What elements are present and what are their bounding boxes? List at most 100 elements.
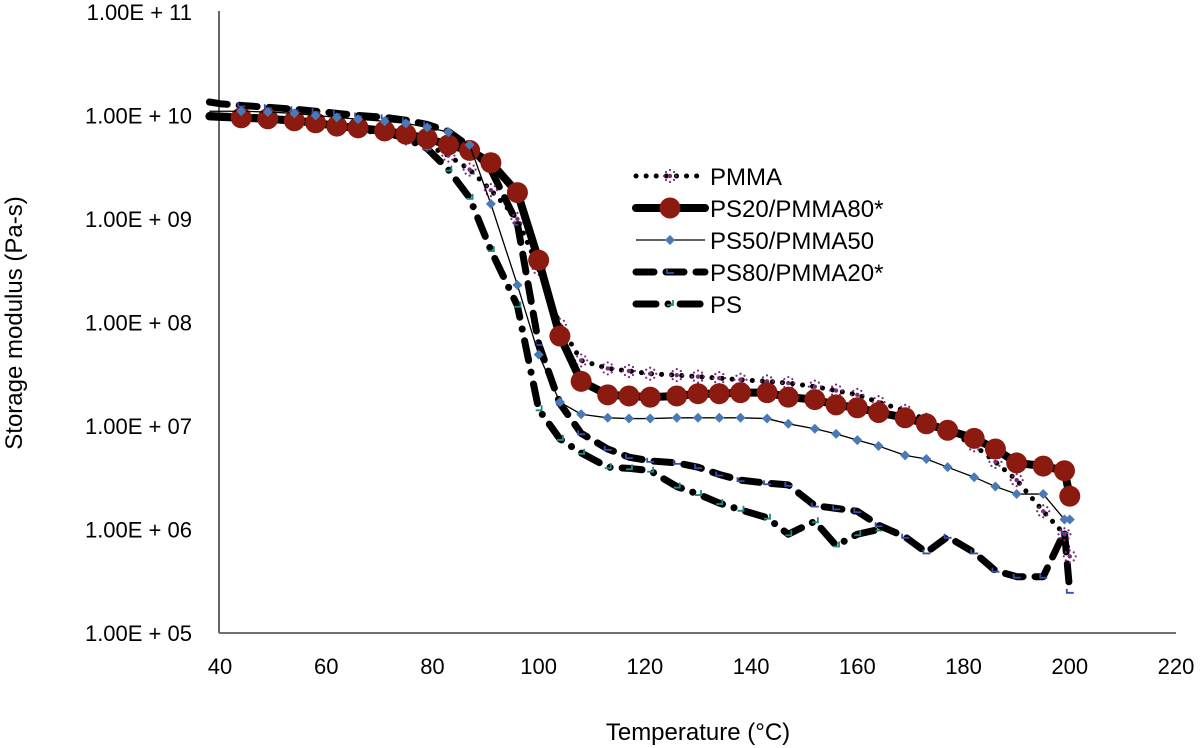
data-point [1057,527,1072,542]
data-point [942,462,953,473]
data-point [1065,588,1074,594]
data-point [331,112,342,123]
data-point [764,513,771,520]
data-point [310,110,321,121]
data-point [984,438,1006,460]
series-layer [205,98,1081,596]
data-point [289,108,300,119]
data-point [623,413,634,424]
data-point [625,454,633,460]
data-point [921,453,932,464]
data-point [784,481,793,487]
x-tick-label: 180 [945,654,982,679]
data-point [963,427,985,449]
y-tick-label: 1.00E + 07 [85,414,192,439]
data-point [305,112,327,134]
series-line [206,113,1073,559]
data-point [262,107,273,118]
data-point [347,117,369,139]
y-tick-label: 1.00E + 08 [85,311,192,336]
series-ps50-pmma50 [209,106,1075,525]
data-point [462,162,477,177]
data-point [443,127,454,138]
legend-label: PS50/PMMA50 [710,228,874,255]
data-point [763,480,772,486]
data-point [1039,573,1048,579]
y-tick-label: 1.00E + 10 [85,104,192,129]
series-ps20-pmma80 [205,107,1081,507]
data-point [922,549,931,555]
y-tick-label: 1.00E + 05 [85,621,192,646]
data-point [666,385,688,407]
data-point [326,115,348,137]
y-tick-label: 1.00E + 11 [87,0,192,25]
data-point [578,448,586,455]
data-point [937,419,959,441]
data-point [873,441,884,452]
data-point [400,118,411,129]
data-point [687,383,709,405]
data-point [576,409,587,420]
data-point [535,405,543,412]
data-point [868,402,890,424]
data-point [673,482,681,489]
x-tick-label: 100 [520,654,557,679]
data-point [695,490,702,496]
data-point [762,413,773,424]
data-point [618,385,640,407]
data-point [464,139,475,150]
data-point [283,110,305,132]
x-tick-label: 80 [420,654,444,679]
data-point [512,280,523,291]
data-point [990,481,1001,492]
data-point [756,382,778,404]
data-point [832,505,841,511]
legend-marker [662,168,678,184]
data-point [645,413,656,424]
data-point [833,541,840,548]
data-point [712,371,727,386]
data-point [230,107,252,129]
data-point [1064,514,1075,525]
data-point [708,383,730,405]
x-axis-title: Temperature (°C) [606,719,790,746]
data-point [643,366,658,381]
data-point [901,533,910,539]
data-point [716,499,724,505]
data-point [854,530,862,537]
data-point [736,477,745,483]
series-line [205,112,1074,501]
legend-item: PS50/PMMA50 [636,228,874,255]
x-tick-label: 140 [733,654,770,679]
data-point [783,418,794,429]
data-point [600,361,615,376]
legend-label: PMMA [710,164,782,191]
data-point [353,114,364,125]
data-point [714,412,725,423]
data-point [604,463,612,470]
data-point [528,249,550,271]
data-point [735,412,746,423]
legend-item: PS20/PMMA80* [632,196,883,223]
data-point [514,301,522,308]
data-point [846,397,868,419]
data-point [811,517,819,524]
data-point [621,363,637,379]
data-point [1059,485,1081,507]
x-tick-label: 200 [1051,654,1088,679]
data-point [825,394,847,416]
series-line [205,98,1074,596]
legend: PMMA PS20/PMMA80* PS50/PMMA50 PS80/PMMA20* P… [632,164,883,319]
data-point [831,428,842,439]
data-point [646,457,655,463]
series-pmma [206,111,1077,564]
legend-marker [667,300,674,306]
y-tick-label: 1.00E + 09 [85,207,192,232]
legend-label: PS80/PMMA20* [710,260,883,287]
data-point [1053,460,1075,482]
data-point [533,349,544,360]
data-point [715,471,724,477]
data-point [603,445,612,451]
data-point [737,505,745,512]
